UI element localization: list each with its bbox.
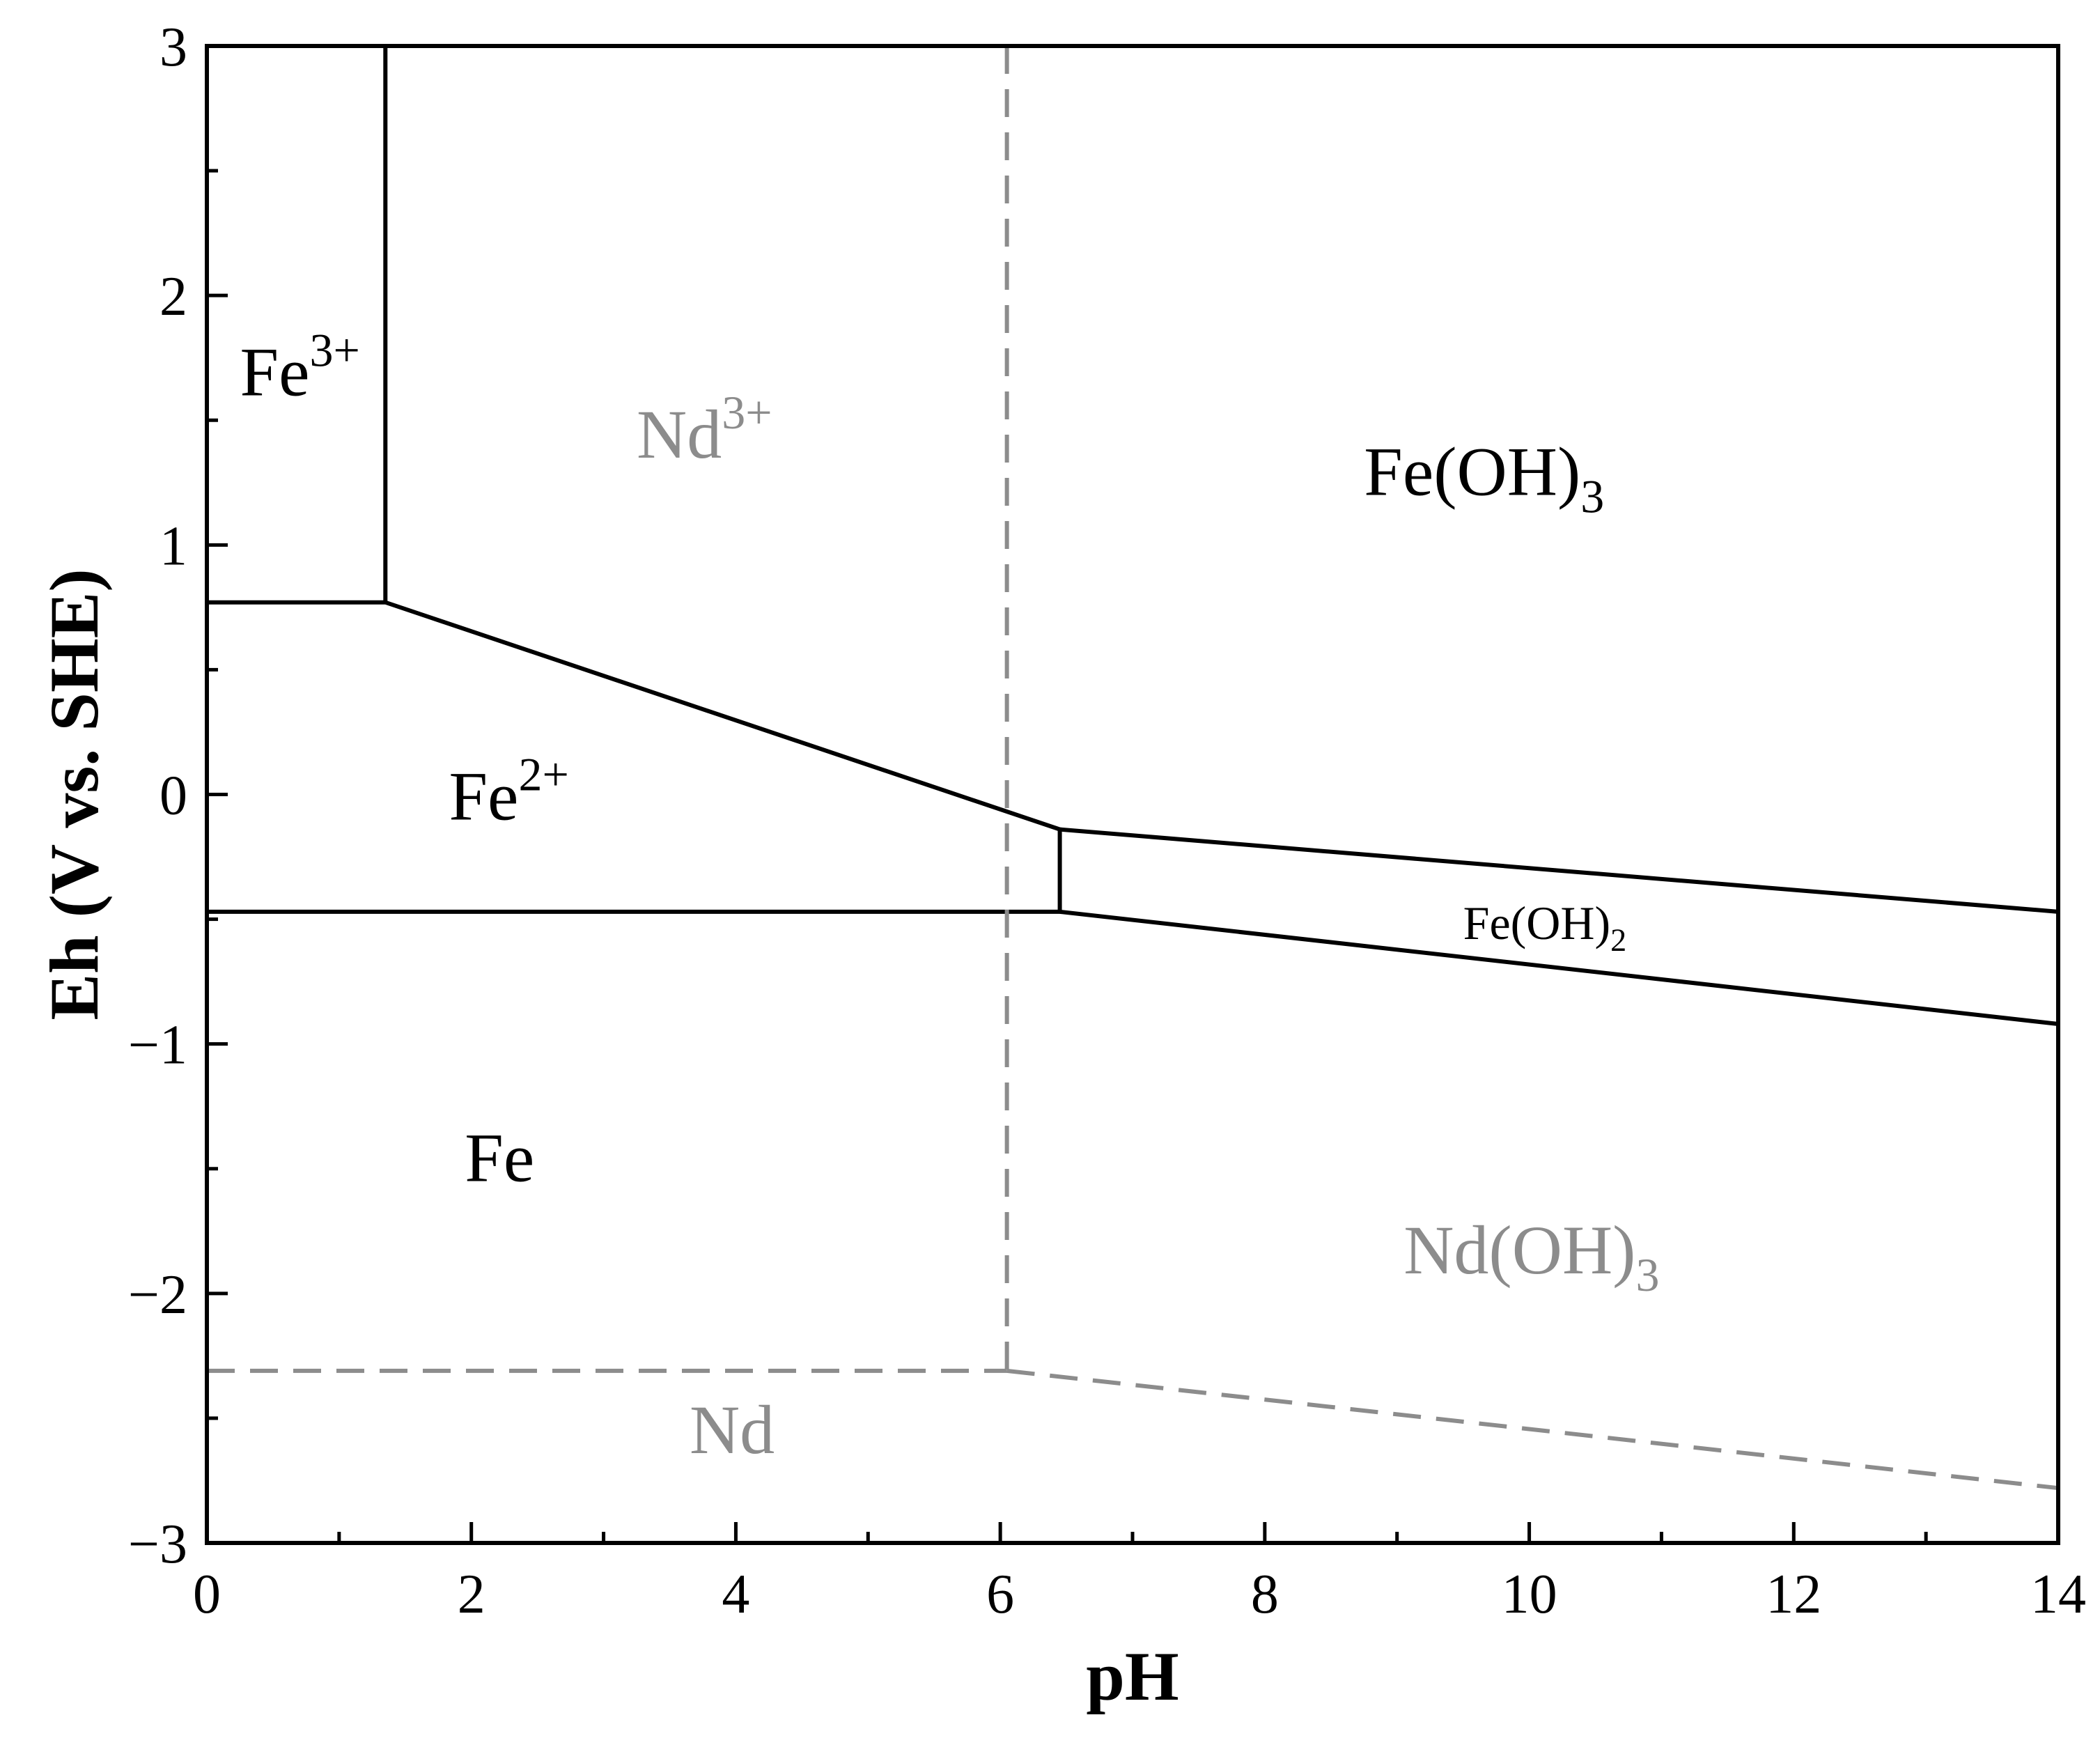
y-tick-label: −2 (128, 1264, 187, 1326)
y-axis-title: Eh (V vs. SHE) (36, 568, 113, 1020)
x-tick-label: 12 (1766, 1564, 1821, 1625)
x-tick-label: 2 (458, 1564, 485, 1625)
fe-boundary-line-1 (207, 600, 1061, 832)
x-tick-label: 14 (2030, 1564, 2086, 1625)
region-labels: Fe3+ Nd3+ Fe(OH)3 Fe2+ Fe(OH)2 Fe Nd(OH)3 Nd (240, 323, 1659, 1468)
y-tick-label: 1 (160, 515, 187, 577)
region-label-6: Nd(OH)3 (1403, 1211, 1659, 1301)
fe-boundary-line-5 (1059, 909, 2059, 1026)
region-label-2: Fe(OH)3 (1364, 433, 1604, 523)
y-tick-label: −3 (128, 1514, 187, 1575)
y-tick-label: 2 (160, 266, 187, 327)
boundary-lines (207, 46, 2059, 1491)
region-label-4: Fe(OH)2 (1463, 897, 1627, 959)
fe-boundary-line-2 (1059, 827, 2059, 914)
y-tick-label: −1 (128, 1015, 187, 1076)
x-axis-title: pH (1086, 1638, 1179, 1715)
region-label-7: Nd (690, 1391, 775, 1468)
region-label-3: Fe2+ (449, 747, 568, 835)
y-tick-label: 0 (160, 766, 187, 827)
region-label-0: Fe3+ (240, 323, 359, 410)
x-tick-label: 8 (1251, 1564, 1279, 1625)
nd-boundary-line-8 (1006, 1368, 2059, 1491)
x-tick-label: 0 (193, 1564, 221, 1625)
region-label-5: Fe (465, 1119, 534, 1197)
x-tick-label: 6 (986, 1564, 1014, 1625)
x-tick-label: 4 (722, 1564, 749, 1625)
y-tick-label: 3 (160, 17, 187, 78)
region-label-1: Nd3+ (637, 386, 772, 473)
x-tick-label: 10 (1502, 1564, 1557, 1625)
